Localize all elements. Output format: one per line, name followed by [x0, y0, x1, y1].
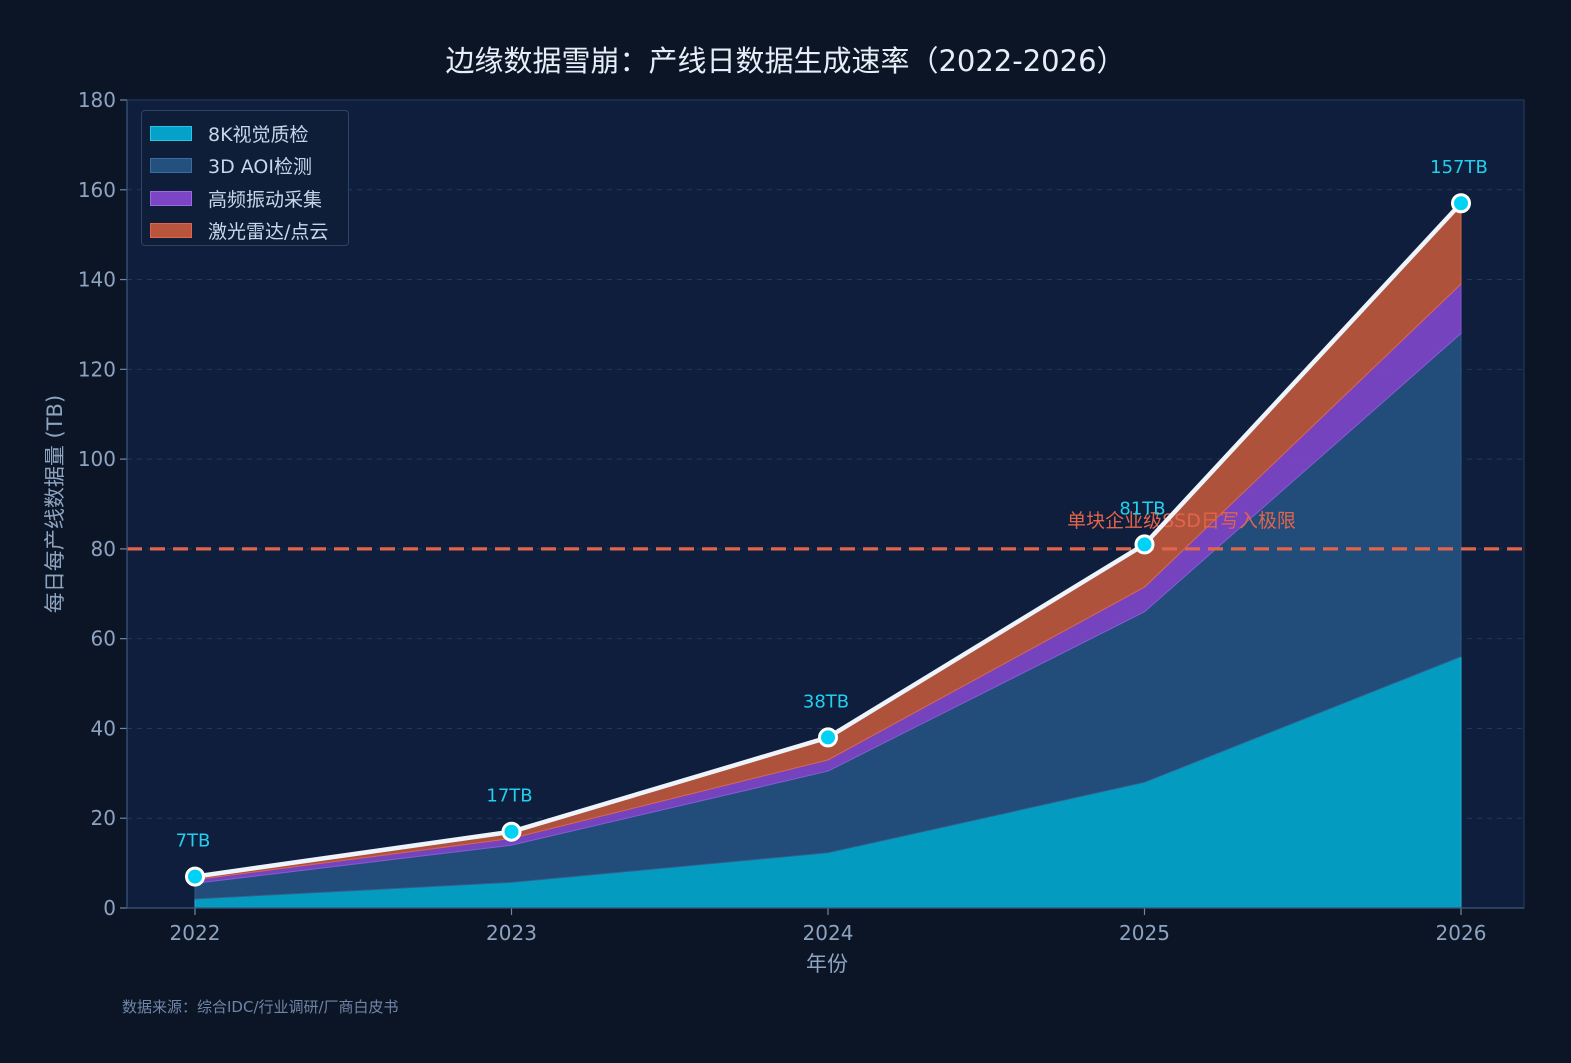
legend-swatch-vibration	[150, 190, 192, 206]
y-tick-label: 100	[78, 447, 116, 471]
y-tick-label: 120	[78, 357, 116, 381]
total-marker	[1134, 534, 1155, 555]
x-tick-label: 2025	[1119, 921, 1170, 945]
x-tick-label: 2023	[486, 921, 537, 945]
legend-swatch-vision	[150, 125, 192, 141]
y-axis-label: 每日每产线数据量 (TB)	[43, 395, 67, 613]
total-data-label: 81TB	[1119, 498, 1165, 519]
y-tick-label: 60	[91, 627, 116, 651]
legend-label-aoi: 3D AOI检测	[208, 156, 312, 179]
legend-item-vibration: 高频振动采集	[142, 182, 348, 215]
y-tick-label: 0	[103, 896, 116, 920]
legend-label-vibration: 高频振动采集	[208, 188, 323, 211]
legend-label-lidar: 激光雷达/点云	[208, 221, 329, 244]
reference-line-label: 单块企业级SSD日写入极限	[1067, 510, 1296, 532]
chart-title: 边缘数据雪崩：产线日数据生成速率（2022-2026）	[445, 44, 1126, 78]
total-marker	[818, 727, 838, 748]
total-layer: 7TB 17TB 38TB 81TB 157TB	[176, 157, 1488, 887]
legend-swatch-aoi	[150, 158, 192, 174]
total-data-label: 157TB	[1430, 157, 1488, 178]
reference-layer: 单块企业级SSD日写入极限	[127, 510, 1524, 551]
y-tick-label: 160	[78, 178, 116, 202]
total-marker	[185, 866, 205, 887]
x-axis-label: 年份	[806, 952, 848, 976]
x-tick-label: 2024	[803, 921, 854, 945]
x-tick-label: 2026	[1436, 921, 1487, 945]
legend-swatch-lidar	[150, 223, 192, 239]
y-tick-label: 80	[91, 537, 116, 561]
y-tick-label: 140	[78, 268, 116, 292]
total-data-label: 38TB	[803, 691, 849, 712]
y-tick-label: 180	[78, 88, 116, 112]
total-data-label: 17TB	[486, 786, 532, 807]
y-tick-label: 20	[91, 806, 116, 830]
total-data-label: 7TB	[176, 831, 211, 852]
legend-item-aoi: 3D AOI检测	[142, 150, 348, 183]
legend: 8K视觉质检 3D AOI检测 高频振动采集 激光雷达/点云	[141, 110, 349, 246]
legend-item-lidar: 激光雷达/点云	[142, 215, 348, 248]
axis-layer: 0 20 40 60 80 100 120 140 160 180 2022 2023 2024 2025…	[78, 88, 1524, 945]
total-marker	[1451, 193, 1471, 214]
legend-label-vision: 8K视觉质检	[208, 123, 309, 146]
x-tick-label: 2022	[170, 921, 221, 945]
legend-item-vision: 8K视觉质检	[142, 117, 348, 150]
total-marker	[501, 821, 522, 842]
y-tick-label: 40	[91, 716, 116, 740]
source-note: 数据来源：综合IDC/行业调研/厂商白皮书	[122, 998, 399, 1016]
